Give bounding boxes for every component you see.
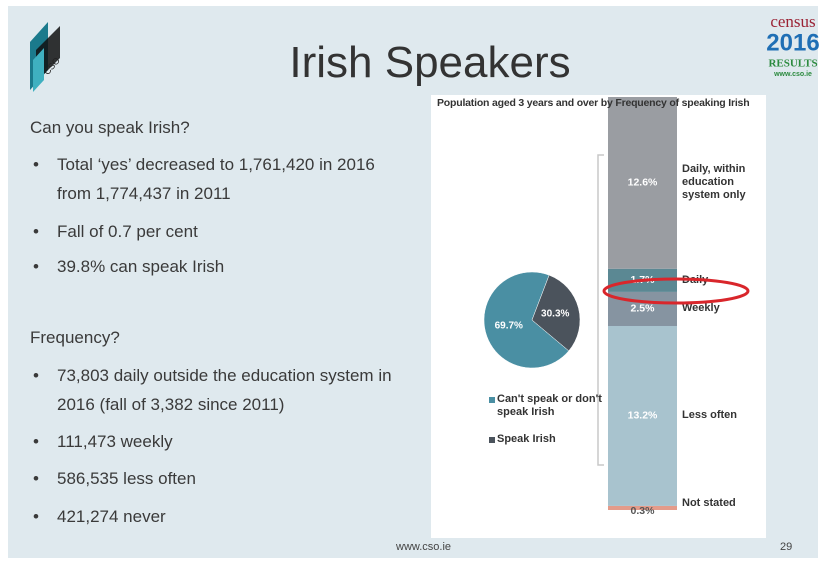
category-label: Less often (682, 409, 738, 422)
footer-url: www.cso.ie (396, 541, 452, 553)
bullet-dot: • (33, 469, 39, 488)
bullet-dot: • (33, 257, 39, 276)
legend-label: Speak Irish (497, 433, 556, 445)
bar-segment (608, 505, 677, 510)
category-label: Weekly (682, 302, 720, 315)
category-label: Daily, within education system only (682, 163, 746, 202)
legend-swatch (489, 397, 495, 403)
value-label: 30.3% (541, 309, 569, 320)
value-label: 1.7% (631, 274, 656, 286)
bullet-text: Fall of 0.7 per cent (57, 222, 198, 241)
bar-segment (608, 325, 677, 506)
value-label: 13.2% (628, 410, 658, 422)
category-label: Not stated (682, 497, 736, 509)
bullet-dot: • (33, 507, 39, 526)
slide-title: Irish Speakers (289, 38, 571, 87)
census-url: www.cso.ie (773, 71, 812, 78)
bullet-text: 39.8% can speak Irish (57, 257, 225, 276)
bullet-text: 421,274 never (57, 507, 166, 526)
chart-title: Population aged 3 years and over by Freq… (437, 97, 750, 109)
bullet-dot: • (33, 222, 39, 241)
bullet-text: Total ‘yes’ decreased to 1,761,420 in 20… (57, 155, 375, 203)
bullet-text: 111,473 weekly (57, 432, 173, 451)
heading: Can you speak Irish? (30, 118, 190, 137)
legend-label: Can't speak or don't speak Irish (497, 393, 602, 418)
heading: Frequency? (30, 328, 120, 347)
pie-slice (483, 271, 570, 369)
legend-swatch (489, 437, 495, 443)
census-results: RESULTS (768, 58, 817, 70)
page-number: 29 (780, 541, 793, 553)
census-logo: census (770, 12, 815, 31)
bullet-dot: • (33, 432, 39, 451)
bullet-text: 586,535 less often (57, 469, 196, 488)
cso-logo (30, 22, 60, 92)
bar-segment (608, 97, 677, 269)
census-year: 2016 (766, 29, 819, 56)
value-label: 12.6% (628, 177, 658, 189)
bracket (597, 154, 604, 466)
bullet-dot: • (33, 366, 39, 385)
value-label: 2.5% (631, 303, 656, 315)
category-label: Daily (682, 273, 709, 286)
bullet-text: 73,803 daily outside the education syste… (57, 366, 392, 414)
pie-slice (531, 274, 581, 352)
value-label: 0.3% (631, 505, 656, 517)
value-label: 69.7% (495, 321, 523, 332)
bullet-dot: • (33, 155, 39, 174)
